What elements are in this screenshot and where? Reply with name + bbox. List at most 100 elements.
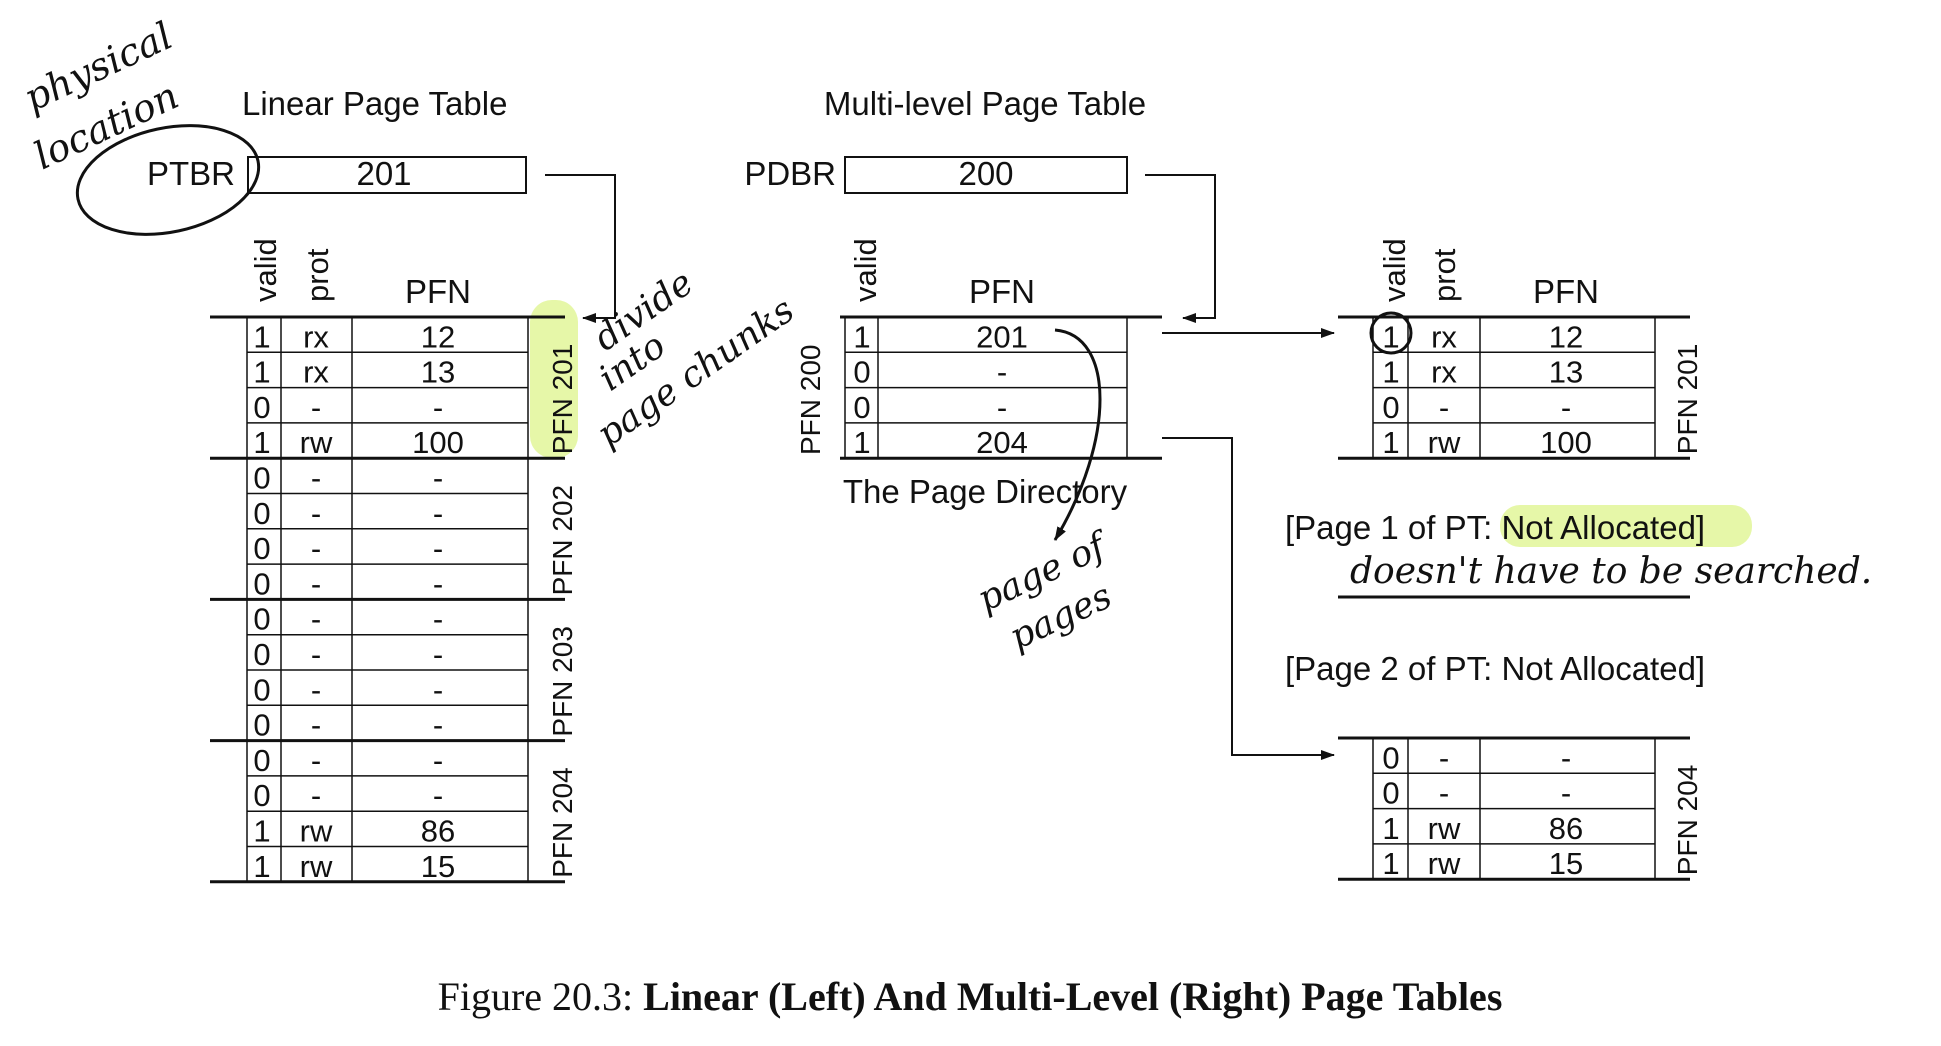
linear-cell: rx [303,319,329,354]
linear-cell: - [433,566,443,601]
page204-page-label: PFN 204 [1672,765,1703,876]
pdbr-label: PDBR [744,155,836,192]
linear-cell: rw [300,849,333,884]
page204-cell: rw [1428,846,1461,881]
linear-cell: 0 [253,390,270,425]
page201-header-pfn: PFN [1533,273,1599,310]
linear-cell: - [433,496,443,531]
linear-cell: - [311,496,321,531]
directory-header-valid: valid [848,238,883,302]
linear-cell: 12 [421,319,455,354]
page201-page-label: PFN 201 [1672,344,1703,455]
page204-cell: - [1439,740,1449,775]
directory-cell: 204 [976,425,1028,460]
linear-cell: 0 [253,778,270,813]
page201-cell: 13 [1549,355,1583,390]
page204-cell: 0 [1382,740,1399,775]
page204-cell: - [1561,776,1571,811]
directory-cell: - [997,390,1007,425]
directory-cell: 1 [853,319,870,354]
linear-cell: 0 [253,672,270,707]
linear-cell: 0 [253,637,270,672]
linear-cell: 86 [421,814,455,849]
highlight-not-allocated [1500,505,1752,547]
linear-cell: - [433,637,443,672]
ptbr-register [247,156,527,194]
linear-cell: 1 [253,814,270,849]
directory-cell: 1 [853,425,870,460]
linear-cell: - [433,672,443,707]
directory-cell: - [997,355,1007,390]
page201-cell: 1 [1382,319,1399,354]
page204-cell: - [1439,776,1449,811]
linear-cell: - [433,708,443,743]
linear-cell: rx [303,355,329,390]
linear-cell: - [311,743,321,778]
valid-bit-circle [1369,311,1413,355]
page-of-pages-curve [1053,328,1102,541]
linear-cell: 0 [253,531,270,566]
linear-header-valid: valid [248,238,283,302]
page204-cell: 15 [1549,846,1583,881]
linear-cell: 100 [412,425,464,460]
directory-header-pfn: PFN [969,273,1035,310]
linear-cell: - [311,778,321,813]
linear-cell: 0 [253,461,270,496]
page-201-table: 1 rx 12 1 rx 13 0 - - 1 rw 100 PFN 201 [1338,315,1703,460]
linear-cell: - [311,531,321,566]
linear-cell: - [311,602,321,637]
page201-cell: rx [1431,319,1457,354]
page201-cell: 100 [1540,425,1592,460]
linear-cell: 0 [253,496,270,531]
linear-cell: - [433,743,443,778]
page201-cell: rx [1431,355,1457,390]
page204-cell: 0 [1382,776,1399,811]
linear-cell: - [311,672,321,707]
page201-header-prot: prot [1427,248,1462,302]
linear-cell: - [311,637,321,672]
linear-cell: - [433,602,443,637]
linear-header-pfn: PFN [405,273,471,310]
linear-title: Linear Page Table [242,85,507,122]
ptbr-value: 201 [356,155,411,192]
pdbr-arrow [1145,174,1216,323]
note-searched: doesn't have to be searched. [1350,551,1872,592]
caption-prefix: Figure 20.3: [438,974,634,1019]
page204-cell: 86 [1549,811,1583,846]
linear-cell: 0 [253,743,270,778]
linear-cell: - [433,778,443,813]
linear-header-prot: prot [300,248,335,302]
directory-cell: 201 [976,319,1028,354]
linear-cell: - [433,531,443,566]
page204-cell: 1 [1382,811,1399,846]
linear-page-label: PFN 202 [547,485,578,596]
linear-cell: rw [300,814,333,849]
page201-header-valid: valid [1377,238,1412,302]
linear-cell: 0 [253,708,270,743]
linear-cell: 0 [253,566,270,601]
linear-cell: 1 [253,425,270,460]
pdbr-register [844,156,1128,194]
page201-cell: rw [1428,425,1461,460]
not-allocated-page-1: [Page 1 of PT: Not Allocated] [1285,509,1705,546]
caption-title: Linear (Left) And Multi-Level (Right) Pa… [643,974,1502,1019]
linear-cell: 1 [253,319,270,354]
linear-cell: - [311,566,321,601]
linear-page-label: PFN 203 [547,626,578,737]
linear-cell: 0 [253,602,270,637]
linear-cell: rw [300,425,333,460]
linear-cell: 1 [253,849,270,884]
page204-cell: rw [1428,811,1461,846]
linear-cell: - [311,708,321,743]
directory-to-pfn204-arrow [1162,437,1335,760]
linear-page-label: PFN 204 [547,767,578,878]
page201-cell: 1 [1382,355,1399,390]
not-allocated-page-2: [Page 2 of PT: Not Allocated] [1285,650,1705,687]
ptbr-circle [75,124,261,236]
page-directory-table: 1 201 0 - 0 - 1 204 PFN 200 [795,315,1162,460]
page201-cell: - [1439,390,1449,425]
linear-page-label: PFN 201 [547,344,578,455]
directory-cell: 0 [853,390,870,425]
ptbr-arrow [545,174,616,323]
